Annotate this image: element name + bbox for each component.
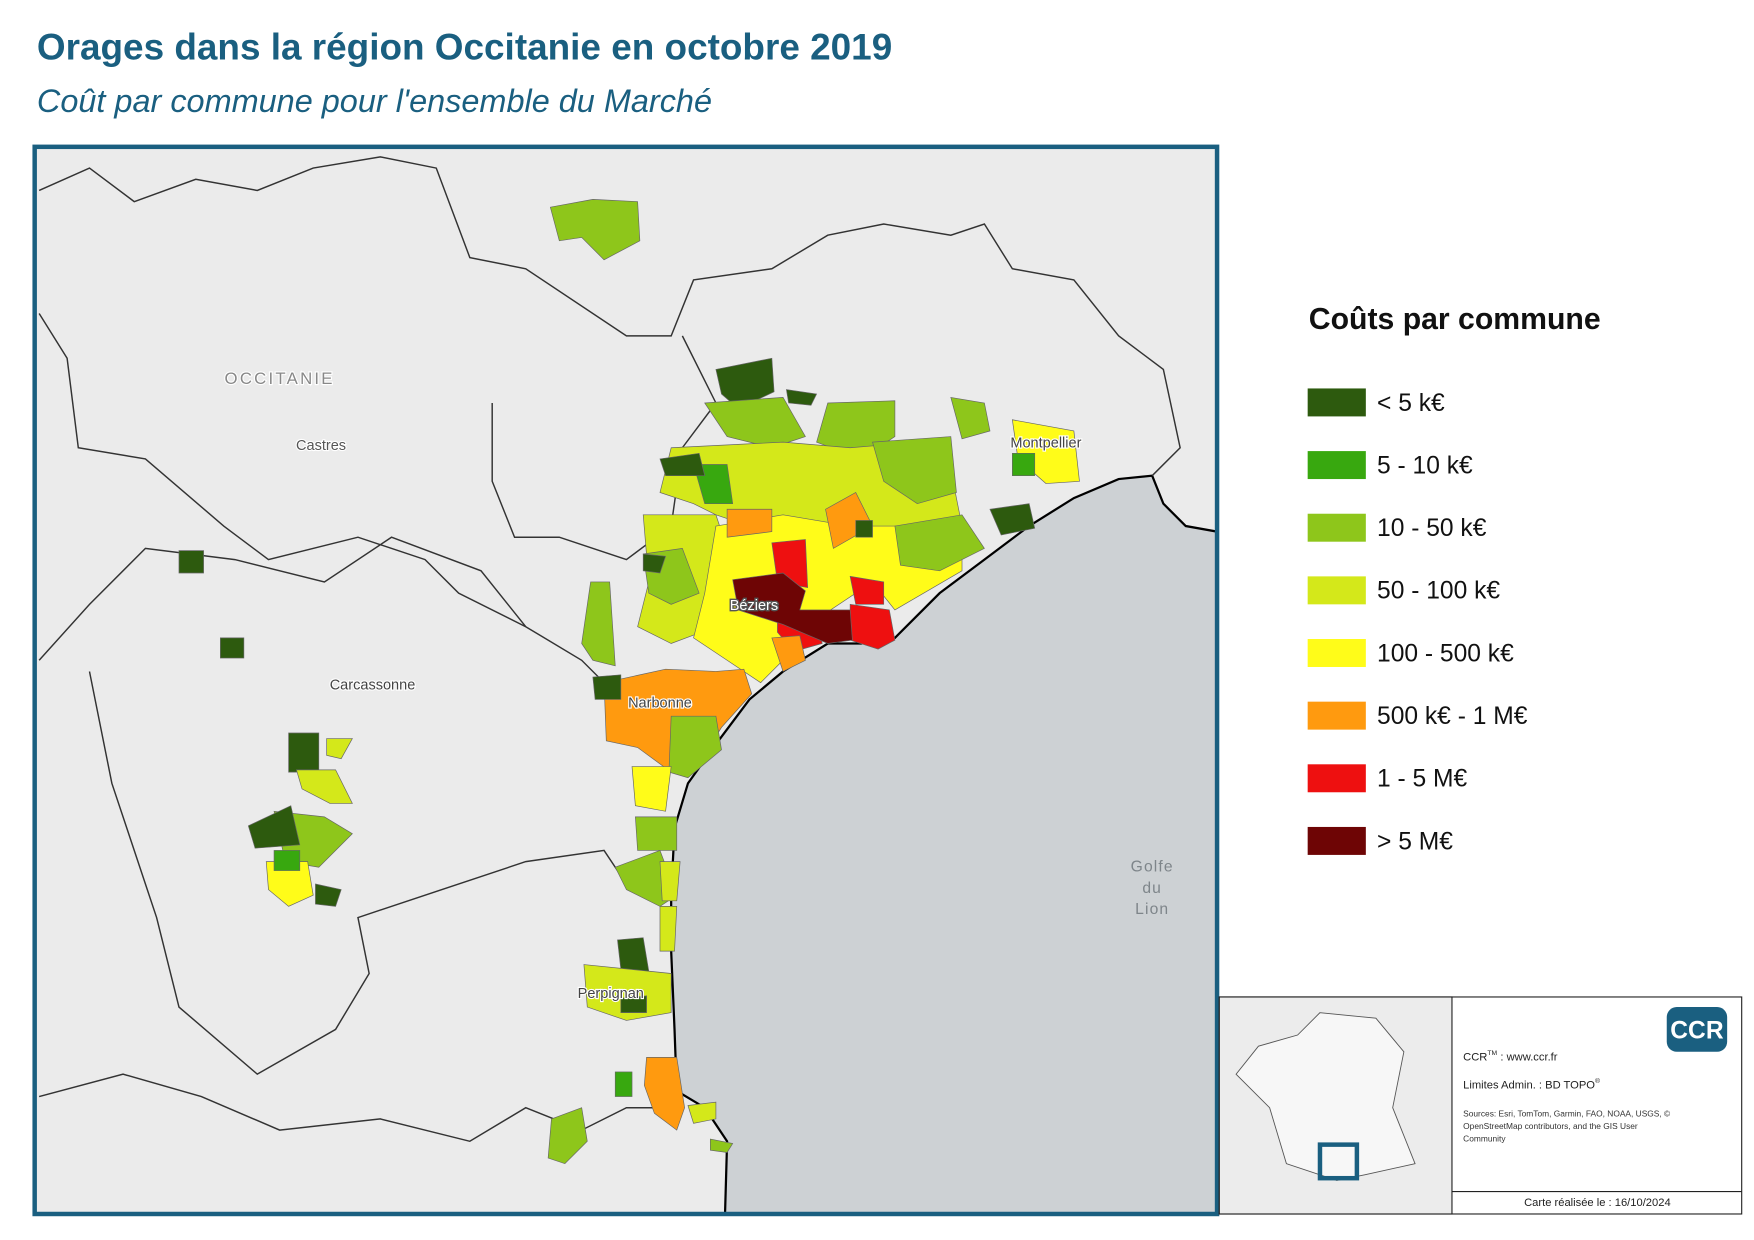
map-frame (32, 144, 1220, 1217)
title: Orages dans la région Occitanie en octob… (37, 27, 892, 68)
place-label: Montpellier (1010, 436, 1081, 452)
credit: CCRTM: www.ccr.fr (1463, 1050, 1558, 1064)
place-label: Carcassonne (330, 677, 416, 693)
communes (178, 199, 1080, 1165)
sea-label: du (1142, 880, 1162, 897)
brand: CCR (1463, 1052, 1487, 1064)
sources: Sources: Esri, TomTom, Garmin, FAO, NOAA… (1463, 1109, 1671, 1144)
legend: < 5 k€ 5 - 10 k€ 10 - 50 k€ 50 - 100 k€ 100 … (1307, 388, 1528, 855)
legend-swatch (1307, 639, 1366, 667)
place-label: Béziers (730, 598, 778, 614)
place-label: Perpignan (578, 986, 644, 1002)
place-label: Narbonne (628, 695, 692, 711)
legend-label: 5 - 10 k€ (1377, 452, 1473, 479)
place-label: OCCITANIE (225, 369, 335, 388)
legend-swatch (1307, 576, 1366, 605)
subtitle: Coût par commune pour l'ensemble du Marc… (37, 83, 712, 119)
map: OCCITANIE Castres Carcassonne Béziers Narbon… (35, 147, 1216, 1213)
legend-label: 50 - 100 k€ (1377, 578, 1500, 605)
logo-bg (1666, 1007, 1728, 1052)
legend-label: > 5 M€ (1377, 828, 1453, 855)
brand-mark: TM (1487, 1050, 1497, 1057)
limits: Limites Admin. : BD TOPO® (1463, 1077, 1600, 1092)
legend-label: 100 - 500 k€ (1377, 640, 1514, 667)
limits-mark: ® (1595, 1077, 1600, 1085)
date: Carte réalisée le : 16/10/2024 (1524, 1197, 1671, 1209)
legend-label: 500 k€ - 1 M€ (1377, 703, 1528, 730)
legend-swatch (1307, 826, 1366, 855)
sea-label: Lion (1135, 901, 1169, 918)
place-label: Castres (296, 438, 346, 454)
legend-swatch (1307, 513, 1366, 542)
sea-label: Golfe (1131, 859, 1174, 876)
limits-text: Limites Admin. : BD TOPO (1463, 1080, 1595, 1092)
source-line: OpenStreetMap contributors, and the GIS … (1463, 1121, 1638, 1131)
legend-label: 10 - 50 k€ (1377, 515, 1487, 542)
logo: CCR (1670, 1017, 1724, 1044)
legend-swatch (1307, 451, 1366, 480)
info-box: CCR CCRTM: www.ccr.fr Limites Admin. : B… (1218, 996, 1743, 1215)
legend-label: < 5 k€ (1377, 390, 1445, 417)
site: : www.ccr.fr (1500, 1052, 1557, 1064)
legend-swatch (1307, 701, 1366, 730)
source-line: Sources: Esri, TomTom, Garmin, FAO, NOAA… (1463, 1109, 1671, 1119)
legend-swatch (1307, 388, 1366, 417)
legend-swatch (1307, 764, 1366, 793)
legend-label: 1 - 5 M€ (1377, 766, 1468, 793)
inset-extent (1317, 1142, 1360, 1181)
place-labels: OCCITANIE Castres Carcassonne Béziers Narbon… (223, 368, 1174, 1003)
legend-title: Coûts par commune (1309, 303, 1601, 336)
source-line: Community (1463, 1133, 1506, 1143)
admin-borders (38, 156, 1181, 1143)
